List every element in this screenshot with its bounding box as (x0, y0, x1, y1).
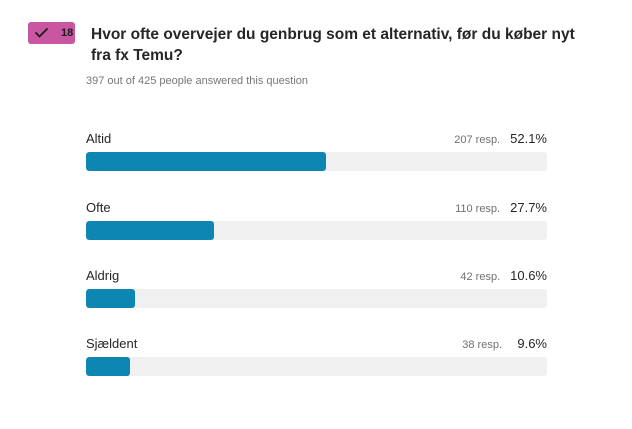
option-stats: 42 resp. 10.6% (460, 268, 547, 283)
progress-track (86, 152, 547, 171)
option-percentage: 52.1% (510, 131, 547, 146)
option-response-count: 110 resp. (455, 203, 501, 215)
question-title: Hvor ofte overvejer du genbrug som et al… (91, 26, 575, 64)
option-row: Sjældent 38 resp. 9.6% (86, 336, 547, 384)
progress-track (86, 221, 547, 240)
option-stats: 110 resp. 27.7% (455, 200, 547, 215)
option-stats: 38 resp. 9.6% (462, 336, 547, 351)
progress-track (86, 289, 547, 308)
progress-fill (86, 152, 327, 171)
option-percentage: 10.6% (510, 268, 547, 283)
progress-fill (86, 221, 214, 240)
option-label: Aldrig (86, 268, 120, 283)
option-label: Sjældent (86, 336, 138, 351)
progress-fill (86, 289, 135, 308)
option-percentage: 27.7% (510, 200, 547, 215)
option-response-count: 42 resp. (460, 271, 501, 283)
option-response-count: 38 resp. (462, 339, 502, 351)
option-label: Altid (86, 131, 112, 146)
question-number: 18 (61, 27, 74, 39)
option-label: Ofte (86, 200, 111, 215)
option-response-count: 207 resp. (454, 134, 501, 146)
response-summary: 397 out of 425 people answered this ques… (86, 75, 308, 87)
option-row: Altid 207 resp. 52.1% (86, 131, 547, 179)
progress-fill (86, 357, 131, 376)
progress-track (86, 357, 547, 376)
option-row: Ofte 110 resp. 27.7% (86, 200, 547, 248)
option-stats: 207 resp. 52.1% (454, 131, 547, 146)
option-row: Aldrig 42 resp. 10.6% (86, 268, 547, 316)
question-number-badge: 18 (28, 22, 75, 44)
option-percentage: 9.6% (517, 336, 547, 351)
checkmark-icon (35, 28, 48, 38)
